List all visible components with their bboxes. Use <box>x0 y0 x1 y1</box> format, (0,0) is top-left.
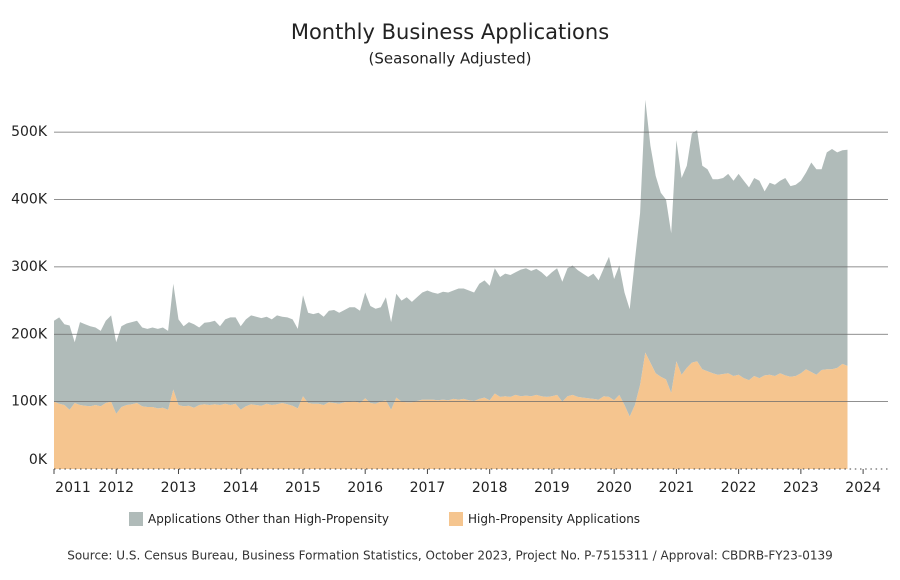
x-tick-label: 2016 <box>347 480 383 496</box>
x-tick-label: 2022 <box>721 480 757 496</box>
plot-area <box>54 99 848 469</box>
chart-title: Monthly Business Applications <box>291 20 609 44</box>
area <box>54 352 848 469</box>
x-tick-label: 2013 <box>161 480 197 496</box>
y-tick-label: 500K <box>11 124 48 140</box>
x-tick-label: 2015 <box>285 480 321 496</box>
x-tick-label: 2018 <box>472 480 508 496</box>
x-tick-label: 2023 <box>783 480 819 496</box>
y-tick-label: 300K <box>11 259 48 275</box>
legend-label: Applications Other than High-Propensity <box>148 512 389 526</box>
legend-label: High-Propensity Applications <box>468 512 640 526</box>
x-tick-label: 2024 <box>845 480 881 496</box>
chart-subtitle: (Seasonally Adjusted) <box>369 50 532 68</box>
x-tick-label: 2020 <box>596 480 632 496</box>
area <box>54 99 848 417</box>
x-tick-label: 2011 <box>55 480 91 496</box>
legend-swatch <box>449 512 463 526</box>
y-tick-label: 100K <box>11 394 48 410</box>
source-note: Source: U.S. Census Bureau, Business For… <box>67 549 833 563</box>
y-tick-label: 200K <box>11 326 48 342</box>
x-tick-label: 2012 <box>98 480 134 496</box>
legend-swatch <box>129 512 143 526</box>
y-tick-label: 400K <box>11 192 48 208</box>
x-tick-label: 2017 <box>410 480 446 496</box>
y-tick-label: 0K <box>29 452 48 468</box>
x-tick-label: 2019 <box>534 480 570 496</box>
x-tick-label: 2021 <box>659 480 695 496</box>
x-tick-label: 2014 <box>223 480 259 496</box>
axes: 0K 100K 200K 300K 400K 500K 2011 2012 2013 2014 20… <box>11 124 888 526</box>
